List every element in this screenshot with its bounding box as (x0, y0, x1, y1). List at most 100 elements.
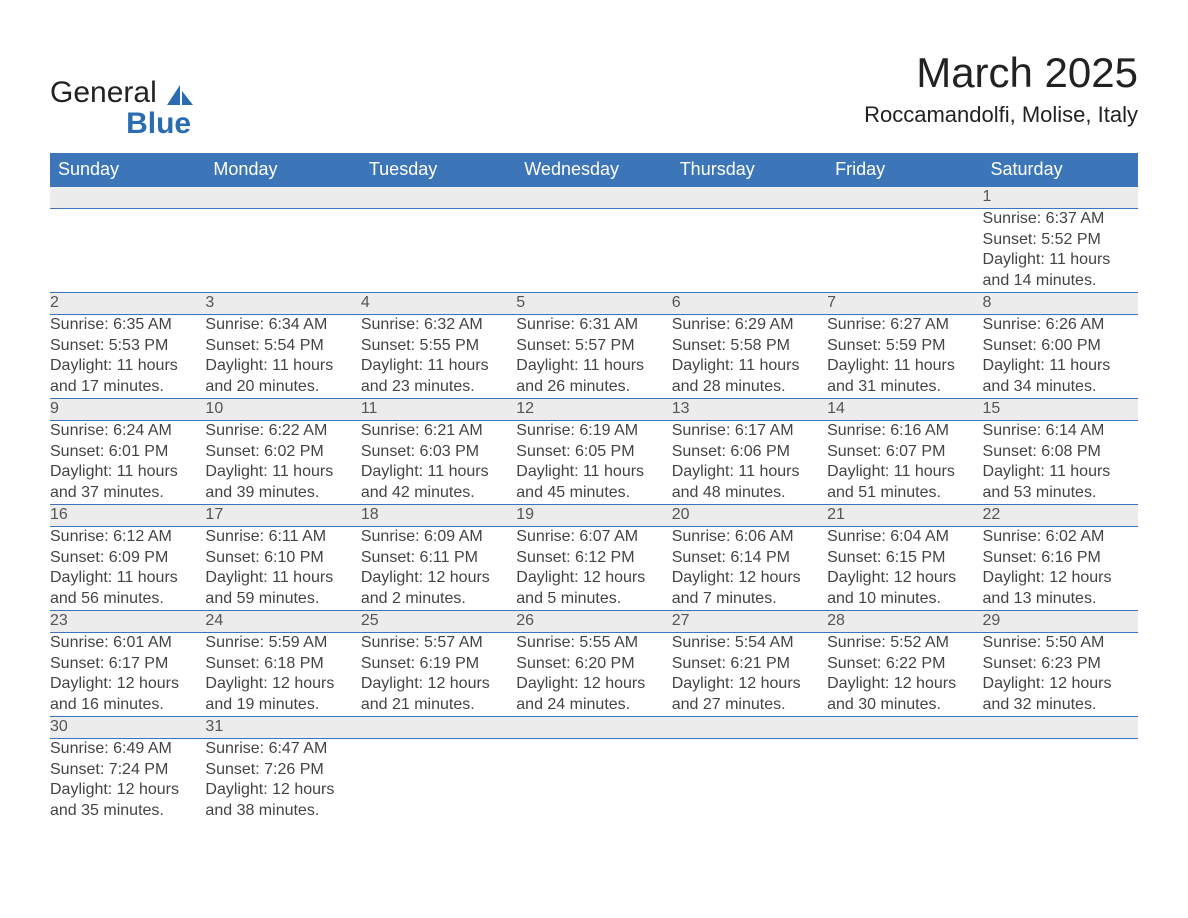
daylight-text: Daylight: 11 hours (983, 462, 1138, 483)
daylight-text: and 5 minutes. (516, 589, 671, 610)
day-number: 29 (983, 612, 1001, 629)
sunset-text: Sunset: 6:11 PM (361, 548, 516, 569)
daylight-text: and 42 minutes. (361, 483, 516, 504)
day-detail-cell: Sunrise: 5:59 AMSunset: 6:18 PMDaylight:… (205, 632, 360, 716)
sunrise-text: Sunrise: 5:57 AM (361, 633, 516, 654)
daylight-text: and 30 minutes. (827, 695, 982, 716)
day-number: 1 (983, 188, 992, 205)
day-number-cell (205, 187, 360, 209)
day-number-cell: 19 (516, 504, 671, 526)
sunrise-text: Sunrise: 6:34 AM (205, 315, 360, 336)
day-number: 20 (672, 506, 690, 523)
daylight-text: Daylight: 12 hours (516, 674, 671, 695)
sunset-text: Sunset: 6:00 PM (983, 336, 1138, 357)
day-number: 22 (983, 506, 1001, 523)
sunrise-text: Sunrise: 6:19 AM (516, 421, 671, 442)
daylight-text: Daylight: 12 hours (205, 780, 360, 801)
day-number-cell: 23 (50, 610, 205, 632)
sunset-text: Sunset: 6:10 PM (205, 548, 360, 569)
daylight-text: Daylight: 12 hours (50, 674, 205, 695)
day-detail-cell: Sunrise: 6:01 AMSunset: 6:17 PMDaylight:… (50, 632, 205, 716)
weekday-header: Friday (827, 153, 982, 187)
daylight-text: and 7 minutes. (672, 589, 827, 610)
sunset-text: Sunset: 6:23 PM (983, 654, 1138, 675)
daylight-text: Daylight: 11 hours (361, 462, 516, 483)
sunrise-text: Sunrise: 6:37 AM (983, 209, 1138, 230)
daylight-text: and 26 minutes. (516, 377, 671, 398)
sunset-text: Sunset: 5:58 PM (672, 336, 827, 357)
sunset-text: Sunset: 6:18 PM (205, 654, 360, 675)
daylight-text: and 17 minutes. (50, 377, 205, 398)
day-detail-cell (50, 208, 205, 292)
sunrise-text: Sunrise: 6:11 AM (205, 527, 360, 548)
day-number-cell: 17 (205, 504, 360, 526)
day-number-cell: 27 (672, 610, 827, 632)
sunrise-text: Sunrise: 6:35 AM (50, 315, 205, 336)
daylight-text: Daylight: 11 hours (516, 356, 671, 377)
daylight-text: and 39 minutes. (205, 483, 360, 504)
day-detail-cell: Sunrise: 6:04 AMSunset: 6:15 PMDaylight:… (827, 526, 982, 610)
day-detail-cell: Sunrise: 6:37 AMSunset: 5:52 PMDaylight:… (983, 208, 1138, 292)
day-number: 3 (205, 294, 214, 311)
sunrise-text: Sunrise: 6:02 AM (983, 527, 1138, 548)
day-number: 9 (50, 400, 59, 417)
day-detail-cell: Sunrise: 6:49 AMSunset: 7:24 PMDaylight:… (50, 738, 205, 822)
sunset-text: Sunset: 6:14 PM (672, 548, 827, 569)
day-number: 4 (361, 294, 370, 311)
day-detail-cell: Sunrise: 6:19 AMSunset: 6:05 PMDaylight:… (516, 420, 671, 504)
daylight-text: Daylight: 11 hours (672, 356, 827, 377)
page: General Blue March 2025 Roccamandolfi, M… (0, 0, 1188, 918)
daylight-text: Daylight: 12 hours (361, 568, 516, 589)
daylight-text: and 35 minutes. (50, 801, 205, 822)
daylight-text: and 28 minutes. (672, 377, 827, 398)
day-number-cell (516, 716, 671, 738)
day-detail-cell: Sunrise: 6:22 AMSunset: 6:02 PMDaylight:… (205, 420, 360, 504)
day-number-cell: 5 (516, 292, 671, 314)
day-number-cell: 16 (50, 504, 205, 526)
day-detail-row: Sunrise: 6:35 AMSunset: 5:53 PM Daylight:… (50, 314, 1138, 398)
sunset-text: Sunset: 6:05 PM (516, 442, 671, 463)
logo-line1: General (50, 78, 157, 108)
day-number-cell: 1 (983, 187, 1138, 209)
day-number-row: 3031 (50, 716, 1138, 738)
sunrise-text: Sunrise: 6:06 AM (672, 527, 827, 548)
daylight-text: Daylight: 11 hours (205, 568, 360, 589)
sunset-text: Sunset: 5:53 PM (50, 336, 205, 357)
day-detail-cell: Sunrise: 6:16 AMSunset: 6:07 PMDaylight:… (827, 420, 982, 504)
day-detail-cell: Sunrise: 6:27 AMSunset: 5:59 PMDaylight:… (827, 314, 982, 398)
daylight-text: and 53 minutes. (983, 483, 1138, 504)
daylight-text: and 38 minutes. (205, 801, 360, 822)
day-number: 13 (672, 400, 690, 417)
day-number: 31 (205, 718, 223, 735)
sunrise-text: Sunrise: 6:29 AM (672, 315, 827, 336)
day-detail-cell: Sunrise: 6:12 AMSunset: 6:09 PMDaylight:… (50, 526, 205, 610)
day-detail-cell: Sunrise: 6:11 AMSunset: 6:10 PMDaylight:… (205, 526, 360, 610)
sunrise-text: Sunrise: 6:14 AM (983, 421, 1138, 442)
day-detail-row: Sunrise: 6:01 AMSunset: 6:17 PMDaylight:… (50, 632, 1138, 716)
day-number-cell: 7 (827, 292, 982, 314)
daylight-text: Daylight: 11 hours (827, 462, 982, 483)
day-number: 28 (827, 612, 845, 629)
day-number: 7 (827, 294, 836, 311)
day-number: 6 (672, 294, 681, 311)
day-number: 5 (516, 294, 525, 311)
day-number-cell: 20 (672, 504, 827, 526)
daylight-text: Daylight: 12 hours (827, 674, 982, 695)
day-detail-cell: Sunrise: 6:07 AMSunset: 6:12 PMDaylight:… (516, 526, 671, 610)
day-detail-cell: Sunrise: 6:31 AMSunset: 5:57 PMDaylight:… (516, 314, 671, 398)
day-detail-cell (361, 738, 516, 822)
day-number-cell (827, 716, 982, 738)
day-detail-cell: Sunrise: 6:09 AMSunset: 6:11 PMDaylight:… (361, 526, 516, 610)
sunset-text: Sunset: 6:15 PM (827, 548, 982, 569)
header: General Blue March 2025 Roccamandolfi, M… (50, 50, 1138, 139)
day-number: 23 (50, 612, 68, 629)
day-number-cell: 29 (983, 610, 1138, 632)
day-number: 21 (827, 506, 845, 523)
daylight-text: Daylight: 12 hours (827, 568, 982, 589)
daylight-text: Daylight: 11 hours (361, 356, 516, 377)
sunrise-text: Sunrise: 6:04 AM (827, 527, 982, 548)
sunset-text: Sunset: 6:01 PM (50, 442, 205, 463)
weekday-header: Monday (205, 153, 360, 187)
sunrise-text: Sunrise: 6:16 AM (827, 421, 982, 442)
daylight-text: and 14 minutes. (983, 271, 1138, 292)
